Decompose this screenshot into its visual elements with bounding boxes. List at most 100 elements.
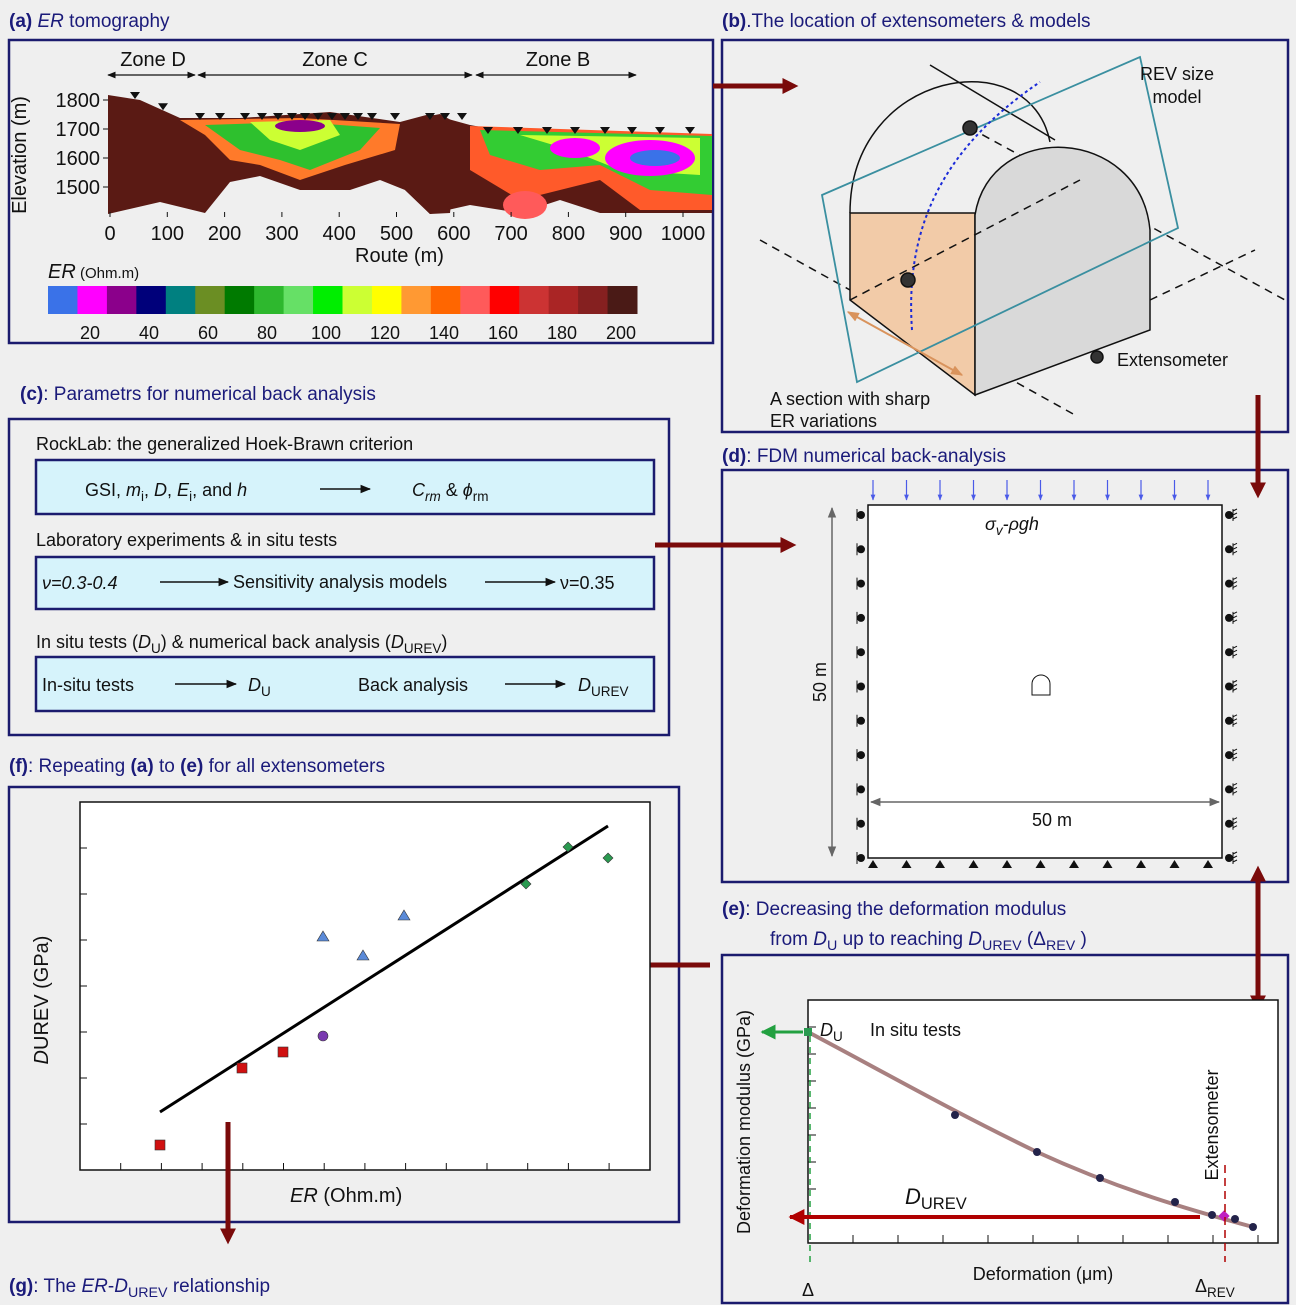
x-tick-label: 500 bbox=[380, 223, 413, 245]
pin-support bbox=[1136, 860, 1146, 868]
text-run: -ρgh bbox=[1003, 514, 1039, 534]
survey-marker bbox=[685, 127, 695, 134]
pin-support bbox=[902, 860, 912, 868]
roller bbox=[1225, 785, 1233, 793]
text-run: UREV bbox=[128, 1285, 168, 1301]
text-run: to bbox=[154, 756, 180, 777]
text-run: (g) bbox=[9, 1276, 33, 1297]
y-tick-label: 1500 bbox=[56, 177, 101, 199]
x-axis-label: ER (Ohm.m) bbox=[290, 1185, 402, 1207]
curve-point bbox=[951, 1111, 959, 1119]
x-tick-label: 600 bbox=[437, 223, 470, 245]
text-run: REV bbox=[1046, 938, 1076, 954]
y-tick-label: 1700 bbox=[56, 119, 101, 141]
colorbar-label: 20 bbox=[80, 323, 100, 343]
text-run: : Decreasing the deformation modulus bbox=[745, 899, 1066, 920]
resistivity-zone bbox=[275, 120, 325, 132]
roller bbox=[1225, 854, 1233, 862]
pin-support bbox=[1069, 860, 1079, 868]
text-run: rm bbox=[473, 489, 489, 504]
text-run: up to reaching bbox=[837, 929, 968, 950]
plot-frame bbox=[80, 802, 650, 1170]
y-axis-label: DUREV (GPa) bbox=[31, 936, 53, 1065]
x-tick-label: 200 bbox=[208, 223, 241, 245]
text-run: (a) bbox=[130, 756, 153, 777]
text-run: ) & numerical back analysis ( bbox=[161, 632, 391, 652]
y-tick-label: 1600 bbox=[56, 148, 101, 170]
text-run: (e) bbox=[722, 899, 745, 920]
width-label: 50 m bbox=[1032, 810, 1072, 830]
text-run: h bbox=[237, 480, 247, 500]
panel-title: from DU up to reaching DUREV (ΔREV ) bbox=[770, 929, 1087, 954]
step-label: Back analysis bbox=[358, 675, 468, 695]
pin-support bbox=[1203, 860, 1213, 868]
curve-point bbox=[1208, 1211, 1216, 1219]
roller bbox=[1225, 545, 1233, 553]
panel-title: (c): Parametrs for numerical back analys… bbox=[20, 384, 376, 405]
section-label: A section with sharp bbox=[770, 389, 930, 409]
roller bbox=[1225, 717, 1233, 725]
height-label: 50 m bbox=[810, 662, 830, 702]
text-run: UREV (GPa) bbox=[31, 936, 53, 1050]
du-point bbox=[804, 1028, 812, 1036]
x-tick-label: 900 bbox=[609, 223, 642, 245]
x-tick-label: 800 bbox=[552, 223, 585, 245]
text-run: U bbox=[827, 938, 837, 954]
text-run: UREV bbox=[404, 641, 442, 656]
text-run: REV bbox=[1207, 1285, 1235, 1300]
text-run: ER bbox=[48, 261, 76, 283]
colorbar-cell bbox=[254, 286, 284, 314]
text-run: D bbox=[138, 632, 151, 652]
roller bbox=[1225, 648, 1233, 656]
section-label: ER variations bbox=[770, 411, 877, 431]
panel-title: (e): Decreasing the deformation modulus bbox=[722, 899, 1066, 920]
text-run: (Ohm.m) bbox=[76, 265, 139, 282]
survey-marker bbox=[130, 92, 140, 99]
colorbar-label: 60 bbox=[198, 323, 218, 343]
text-run: Δ bbox=[1033, 929, 1046, 950]
text-run: , and bbox=[192, 480, 237, 500]
colorbar-label: 120 bbox=[370, 323, 400, 343]
colorbar-cell bbox=[343, 286, 373, 314]
text-run: UREV bbox=[591, 684, 629, 699]
colorbar-cell bbox=[460, 286, 490, 314]
colorbar-cell bbox=[431, 286, 461, 314]
curve-point bbox=[1096, 1174, 1104, 1182]
text-run: UREV bbox=[921, 1195, 967, 1213]
curve-point bbox=[1171, 1198, 1179, 1206]
dashed-line bbox=[1150, 250, 1255, 300]
colorbar-cell bbox=[372, 286, 402, 314]
y-axis-label: Deformation modulus (GPa) bbox=[734, 1010, 754, 1234]
y-tick-label: 1800 bbox=[56, 90, 101, 112]
text-run: tomography bbox=[64, 11, 170, 32]
resistivity-zone bbox=[550, 138, 600, 158]
text-run: D bbox=[248, 675, 261, 695]
pin-support bbox=[935, 860, 945, 868]
text-run: ER bbox=[290, 1185, 318, 1207]
text-run: ER bbox=[82, 1276, 109, 1297]
box-heading: In situ tests (DU) & numerical back anal… bbox=[36, 632, 447, 656]
colorbar-label: 160 bbox=[488, 323, 518, 343]
text-run: : FDM numerical back-analysis bbox=[746, 446, 1006, 467]
poisson-output: ν=0.35 bbox=[560, 573, 615, 593]
colorbar-cell bbox=[48, 286, 78, 314]
text-run: (d) bbox=[722, 446, 746, 467]
box-heading: Laboratory experiments & in situ tests bbox=[36, 530, 337, 550]
curve-point bbox=[1231, 1215, 1239, 1223]
text-run: ( bbox=[1022, 929, 1034, 950]
legend-title: ER (Ohm.m) bbox=[48, 261, 139, 283]
text-run: U bbox=[151, 641, 161, 656]
rev-label: REV size bbox=[1140, 64, 1214, 84]
panel-title: (b).The location of extensometers & mode… bbox=[722, 11, 1091, 32]
colorbar-cell bbox=[313, 286, 343, 314]
extensometer-dot bbox=[963, 121, 977, 135]
colorbar-label: 100 bbox=[311, 323, 341, 343]
point bbox=[278, 1047, 288, 1057]
survey-marker bbox=[390, 113, 400, 120]
roller bbox=[857, 545, 865, 553]
x-axis-label: Deformation (μm) bbox=[973, 1264, 1113, 1284]
legend-dot bbox=[1091, 351, 1103, 363]
colorbar-cell bbox=[77, 286, 107, 314]
text-run: .The location of extensometers & models bbox=[746, 11, 1090, 32]
pin-support bbox=[1170, 860, 1180, 868]
